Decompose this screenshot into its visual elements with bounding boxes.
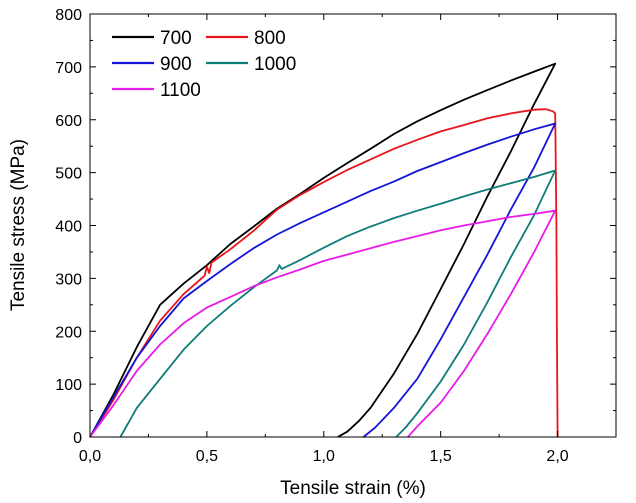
x-axis-title: Tensile strain (%) <box>280 478 426 499</box>
x-tick-label: 0,5 <box>196 448 218 465</box>
y-tick-label: 800 <box>55 7 82 24</box>
x-tick-label: 0,0 <box>79 448 101 465</box>
x-tick-label: 1,5 <box>430 448 452 465</box>
legend-label: 800 <box>254 28 286 49</box>
plot-frame <box>89 13 617 438</box>
y-axis-title: Tensile stress (MPa) <box>8 139 29 311</box>
legend-item-1000: 1000 <box>206 54 296 75</box>
legend-label: 900 <box>160 54 192 75</box>
legend-label: 1000 <box>254 54 296 75</box>
legend-item-1100: 1100 <box>112 80 201 101</box>
x-tick-label: 1,0 <box>313 448 335 465</box>
series-line-1000 <box>119 169 557 438</box>
x-tick-label: 2,0 <box>546 448 568 465</box>
y-tick-label: 100 <box>55 377 82 394</box>
legend-item-800: 800 <box>206 28 286 49</box>
legend-label: 1100 <box>160 80 201 101</box>
y-tick-label: 300 <box>55 271 82 288</box>
y-tick-label: 600 <box>55 113 82 130</box>
y-tick-label: 700 <box>55 60 82 77</box>
series-line-700 <box>89 62 557 438</box>
y-tick-label: 500 <box>55 166 82 183</box>
y-tick-label: 400 <box>55 219 82 236</box>
legend-item-700: 700 <box>112 28 192 49</box>
legend-label: 700 <box>160 28 192 49</box>
legend-item-900: 900 <box>112 54 192 75</box>
y-tick-label: 0 <box>73 430 82 447</box>
series-line-800 <box>89 108 559 438</box>
series-line-1100 <box>89 209 557 438</box>
series-line-900 <box>89 122 557 438</box>
y-tick-label: 200 <box>55 324 82 341</box>
